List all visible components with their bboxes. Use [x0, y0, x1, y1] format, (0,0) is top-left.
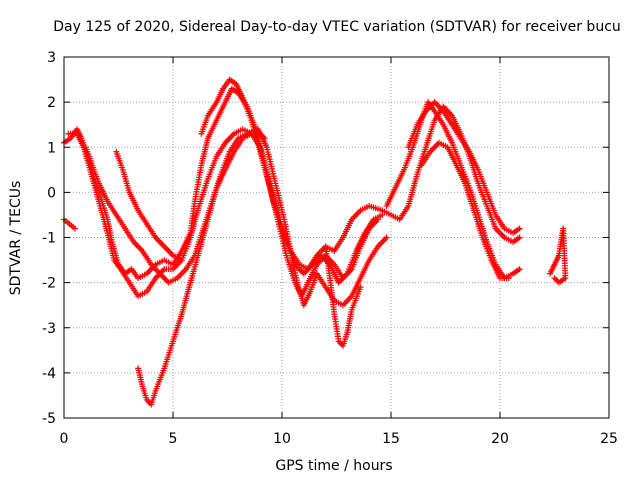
y-tick-label: -3: [42, 321, 56, 337]
data-point: [357, 284, 364, 291]
data-point: [379, 211, 386, 218]
x-tick-label: 5: [169, 431, 178, 447]
data-points: [61, 76, 569, 408]
data-point: [178, 257, 185, 264]
series-track-l: [418, 139, 512, 282]
chart-title: Day 125 of 2020, Sidereal Day-to-day VTE…: [53, 19, 621, 35]
y-tick-label: 3: [47, 50, 56, 66]
data-point: [248, 130, 255, 137]
series-track-i: [322, 243, 364, 349]
x-tick-label: 25: [600, 431, 618, 447]
x-tick-label: 20: [491, 431, 509, 447]
y-tick-label: -1: [42, 231, 56, 247]
data-point: [551, 275, 558, 282]
x-axis-title: GPS time / hours: [275, 458, 392, 474]
x-tick-label: 15: [382, 431, 400, 447]
y-tick-label: 1: [47, 140, 56, 156]
data-point: [505, 275, 512, 282]
y-tick-label: 2: [47, 95, 56, 111]
series-track-f: [198, 76, 381, 300]
series-track-m: [547, 225, 569, 286]
data-point: [516, 234, 523, 241]
data-point: [516, 266, 523, 273]
series-track-a: [61, 216, 78, 232]
y-axis-title: SDTVAR / TECUs: [8, 181, 24, 296]
axis-ticks: 0 5 10 15 20 25 -5 -4 -3 -2 -1 0 1 2 3: [42, 50, 618, 447]
data-point: [71, 225, 78, 232]
y-tick-label: -2: [42, 276, 56, 292]
y-tick-label: 0: [47, 185, 56, 201]
x-tick-label: 0: [60, 431, 69, 447]
series-track-e: [113, 148, 185, 264]
data-point: [374, 216, 381, 223]
y-tick-label: -5: [42, 411, 56, 427]
grid-lines: [64, 57, 609, 418]
x-tick-label: 10: [273, 431, 291, 447]
data-point: [383, 234, 390, 241]
series-track-k: [405, 99, 523, 236]
series-track-h: [135, 130, 255, 408]
data-point: [516, 225, 523, 232]
y-tick-label: -4: [42, 366, 56, 382]
